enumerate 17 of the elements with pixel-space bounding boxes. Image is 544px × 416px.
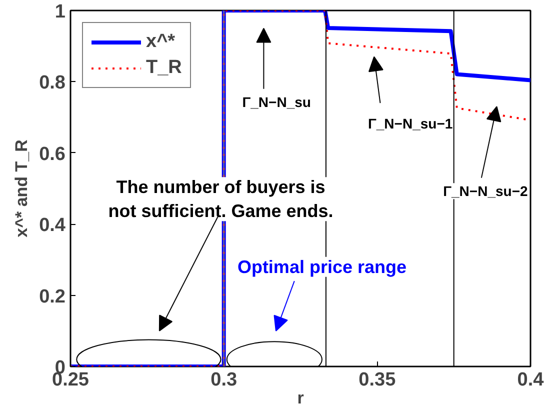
y-axis-title: x^* and T_R	[12, 140, 32, 238]
y-tick-label: 0.8	[39, 72, 66, 94]
annotation: Γ_N−N_su−1	[368, 116, 453, 132]
x-axis-title: r	[297, 388, 304, 408]
y-tick-label: 0.6	[39, 144, 66, 165]
x-tick-label: 0.4	[517, 370, 544, 390]
annotation: Optimal price range	[237, 256, 407, 277]
y-tick-label: 0.4	[39, 215, 66, 236]
legend-label: x^*	[146, 31, 176, 53]
legend-label: T_R	[146, 57, 182, 79]
y-tick-label: 1	[54, 2, 66, 22]
annotation: Γ_N−N_su−2	[443, 183, 528, 200]
x-tick-label: 0.3	[210, 370, 238, 390]
x-tick-label: 0.35	[358, 370, 396, 390]
y-tick-label: 0.2	[39, 286, 66, 308]
annotation: The number of buyers is not sufficient. Game ends.	[108, 177, 334, 222]
annotation: Γ_N−N_su	[242, 94, 311, 110]
